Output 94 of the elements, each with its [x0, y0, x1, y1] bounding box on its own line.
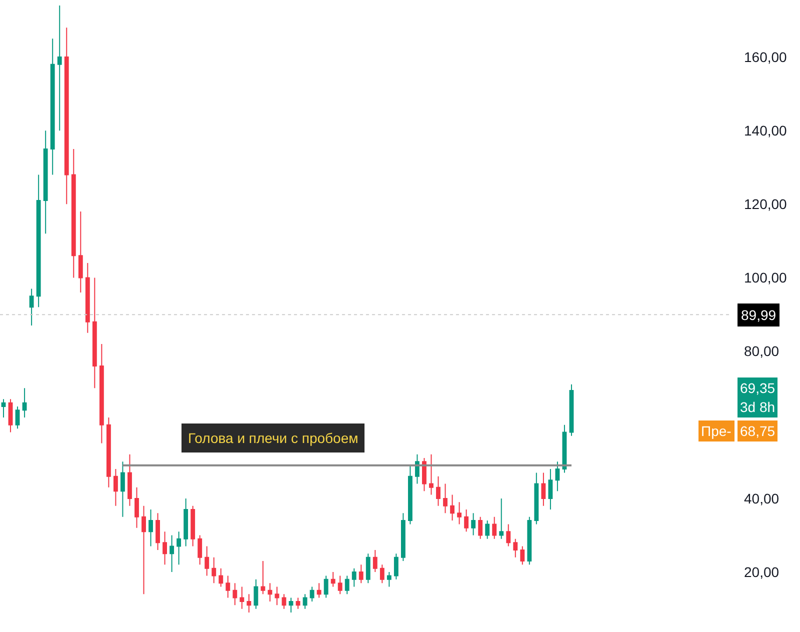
- candlestick: [316, 582, 322, 598]
- y-tick-label: 160,00: [744, 48, 788, 65]
- y-tick-label: 120,00: [744, 196, 788, 212]
- candlestick: [71, 148, 76, 278]
- candlestick: [254, 578, 258, 610]
- candlestick: [57, 5, 62, 132]
- candlestick: [415, 454, 420, 484]
- candlestick: [22, 388, 27, 418]
- candlestick: [372, 549, 378, 573]
- candlestick: [156, 512, 160, 550]
- candlestick: [99, 343, 104, 444]
- candlestick: [310, 586, 314, 602]
- candlestick: [485, 520, 490, 540]
- candlestick: [520, 546, 525, 566]
- candlestick: [142, 505, 146, 595]
- candlestick: [443, 483, 448, 514]
- candlestick: [499, 498, 504, 540]
- candlestick: [422, 458, 426, 492]
- candlestick: [492, 516, 497, 540]
- candlestick: [429, 454, 434, 496]
- candlestick: [471, 512, 476, 536]
- candlestick: [513, 538, 518, 558]
- candlestick: [352, 568, 356, 588]
- text: 69,35: [740, 380, 776, 396]
- candlestick: [85, 262, 90, 334]
- candlestick: [29, 288, 34, 326]
- candlestick: [134, 486, 139, 528]
- candlestick: [296, 597, 300, 610]
- candlestick: [534, 472, 539, 525]
- candlestick: [176, 531, 182, 566]
- text: 68,75: [740, 423, 776, 439]
- candlestick: [36, 174, 41, 308]
- candlestick: [15, 406, 20, 430]
- candlestick: [8, 398, 13, 433]
- candlestick: [366, 553, 370, 584]
- candlestick: [400, 512, 406, 562]
- candlestick: [128, 454, 132, 506]
- candlestick: [106, 417, 111, 488]
- y-tick-label: 40,00: [744, 490, 780, 506]
- candlestick: [218, 568, 224, 588]
- candlestick: [457, 502, 462, 525]
- y-tick-label: 100,00: [744, 270, 788, 286]
- candlestick: [246, 594, 252, 613]
- candlestick: [555, 461, 560, 492]
- candlestick: [282, 594, 286, 610]
- y-tick-label: 80,00: [744, 343, 780, 360]
- candlestick: [344, 575, 350, 595]
- candlestick: [408, 464, 412, 525]
- candlestick: [43, 130, 48, 234]
- candlestick: [436, 476, 440, 506]
- candlestick: [380, 564, 384, 584]
- candlestick: [450, 494, 454, 522]
- candlestick: [569, 384, 574, 436]
- y-tick-label: 140,00: [744, 122, 788, 138]
- annotation: Голова и плечи с пробоем: [188, 430, 358, 446]
- candlestick: [78, 211, 83, 293]
- candlestick: [268, 582, 272, 602]
- candlestick: [212, 556, 216, 584]
- candlestick: [541, 472, 546, 506]
- candlestick: [358, 564, 364, 584]
- candlestick: [232, 582, 238, 606]
- candlestick: [548, 468, 553, 510]
- text: 3d 8h: [740, 399, 776, 415]
- candlestick: [240, 586, 244, 610]
- candlestick: [324, 575, 328, 598]
- text: Пре-: [701, 423, 732, 439]
- candlestick: [478, 516, 483, 540]
- candlestick: [170, 534, 174, 573]
- candlestick: [330, 572, 336, 588]
- candlestick: [226, 575, 230, 598]
- candlestick: [190, 505, 196, 547]
- candlestick: [506, 524, 511, 547]
- candlestick: [92, 277, 97, 389]
- candlestick: [113, 468, 118, 506]
- candlestick: [260, 560, 266, 595]
- y-tick-label: 20,00: [744, 564, 780, 580]
- candlestick: [50, 38, 55, 176]
- candlestick: [148, 509, 153, 547]
- candlestick: [464, 509, 469, 532]
- candlestick: [64, 27, 69, 205]
- candlestick: [274, 586, 280, 606]
- candlestick: [184, 498, 188, 547]
- candlestick: [198, 534, 202, 566]
- candlestick: [204, 546, 210, 576]
- candlestick: [527, 516, 532, 566]
- candlestick: [386, 572, 392, 588]
- candlestick: [338, 575, 342, 595]
- ref-line-label: 89,99: [741, 307, 776, 323]
- candlestick: [120, 461, 125, 518]
- candlestick: [162, 531, 167, 566]
- candlestick: [1, 398, 6, 418]
- candlestick: [302, 594, 308, 610]
- candlestick: [394, 553, 398, 580]
- candlestick: [288, 597, 294, 613]
